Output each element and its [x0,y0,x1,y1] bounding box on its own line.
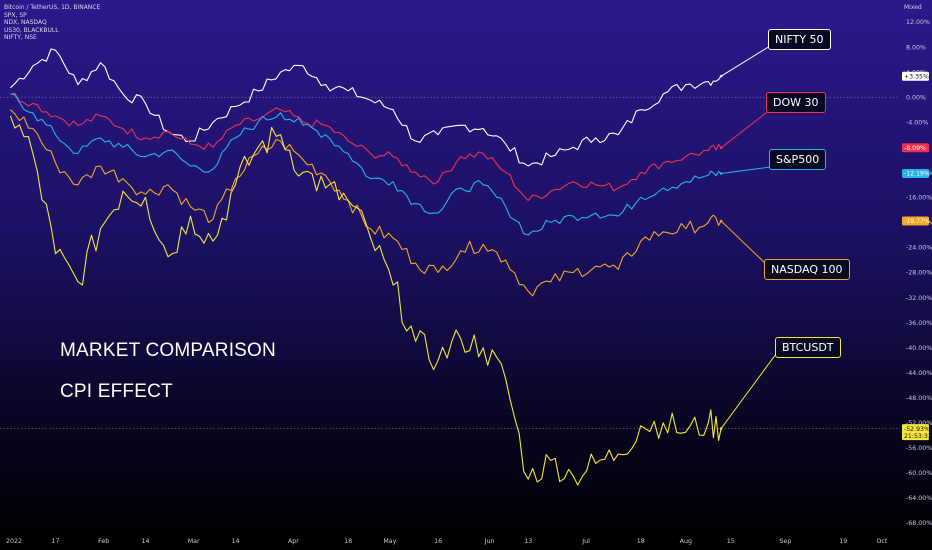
current-value-badge-nifty [902,71,929,81]
connector-sp500 [721,166,772,174]
current-value-badge-nasdaq [902,216,929,226]
current-value-badge-btc [902,424,929,441]
overlay-subtitle: CPI EFFECT [60,381,173,402]
current-value-badge-sp500 [902,169,929,178]
x-tick-label: 19 [839,538,847,545]
y-tick-label: 12.00% [906,19,930,26]
callout-sp500: S&P500 [769,149,827,170]
symbol-legend: Bitcoin / TetherUS, 1D, BINANCE SPX, SP … [4,4,100,42]
x-tick-label: 18 [344,538,352,545]
y-tick-label: -52.00% [906,420,932,427]
series-line-nifty[interactable] [10,48,722,167]
x-tick-label: Mar [188,538,200,545]
connector-nifty [720,45,771,77]
y-tick-label: -40.00% [906,345,932,352]
y-tick-label: -48.00% [906,395,932,402]
x-axis-strip [0,532,932,550]
callout-nifty: NIFTY 50 [768,29,831,50]
x-tick-label: Jul [581,538,590,545]
bar-countdown-label: 21:53:32 [904,433,932,440]
y-tick-label: -60.00% [906,470,932,477]
current-value-label-nasdaq: -19.77% [904,218,930,225]
current-value-badge-dow [902,143,929,153]
x-tick-label: Jun [484,538,495,545]
x-tick-label: 13 [524,538,532,545]
y-tick-label: -68.00% [906,520,932,527]
y-tick-label: -64.00% [906,495,932,502]
y-tick-label: -36.00% [906,320,932,327]
scale-mode-label[interactable]: Mixed [904,4,922,11]
y-tick-label: -16.00% [906,195,932,202]
callout-btc: BTCUSDT [775,337,841,358]
legend-line-btc[interactable]: Bitcoin / TetherUS, 1D, BINANCE [4,4,101,11]
x-tick-label: May [383,538,396,545]
y-tick-label: -32.00% [906,295,932,302]
legend-line-ndx[interactable]: NDX, NASDAQ [4,19,47,27]
x-tick-label: 2022 [6,538,22,545]
callout-dow: DOW 30 [766,92,826,113]
current-value-label-btc: -52.93% [904,426,930,433]
x-tick-label: 14 [141,538,149,545]
x-tick-label: Sep [779,538,791,545]
legend-line-nifty[interactable]: NIFTY, NSE [4,34,37,42]
y-tick-label: -24.00% [906,245,932,252]
y-tick-label: -56.00% [906,445,932,452]
legend-line-spx[interactable]: SPX, SP [4,11,27,19]
x-tick-label: Oct [876,538,887,545]
y-tick-label: -28.00% [906,270,932,277]
current-value-label-nifty: +3.35% [904,73,929,80]
connector-btc [720,353,777,429]
x-tick-label: 15 [727,538,735,545]
series-line-sp500[interactable] [10,93,722,236]
connector-nasdaq [720,220,767,265]
y-tick-label: -4.00% [906,119,928,126]
x-tick-label: Aug [680,538,692,545]
overlay-title: MARKET COMPARISON [60,340,276,361]
series-line-nasdaq[interactable] [10,109,722,297]
y-tick-label: 8.00% [906,44,926,51]
y-tick-label: 0.00% [906,94,926,101]
callout-nasdaq: NASDAQ 100 [764,259,850,280]
current-value-label-sp500: -12.19% [904,171,930,178]
x-tick-label: Feb [98,538,109,545]
x-tick-label: Apr [288,538,299,545]
y-tick-label: -44.00% [906,370,932,377]
x-tick-label: 14 [231,538,239,545]
series-line-btc[interactable] [9,115,722,486]
current-value-label-dow: -8.09% [904,145,926,152]
x-tick-label: 18 [637,538,645,545]
legend-line-us30[interactable]: US30, BLACKBULL [4,26,59,34]
x-tick-label: 16 [434,538,442,545]
connector-dow [720,108,772,149]
x-tick-label: 17 [51,538,59,545]
series-line-dow[interactable] [10,92,722,202]
